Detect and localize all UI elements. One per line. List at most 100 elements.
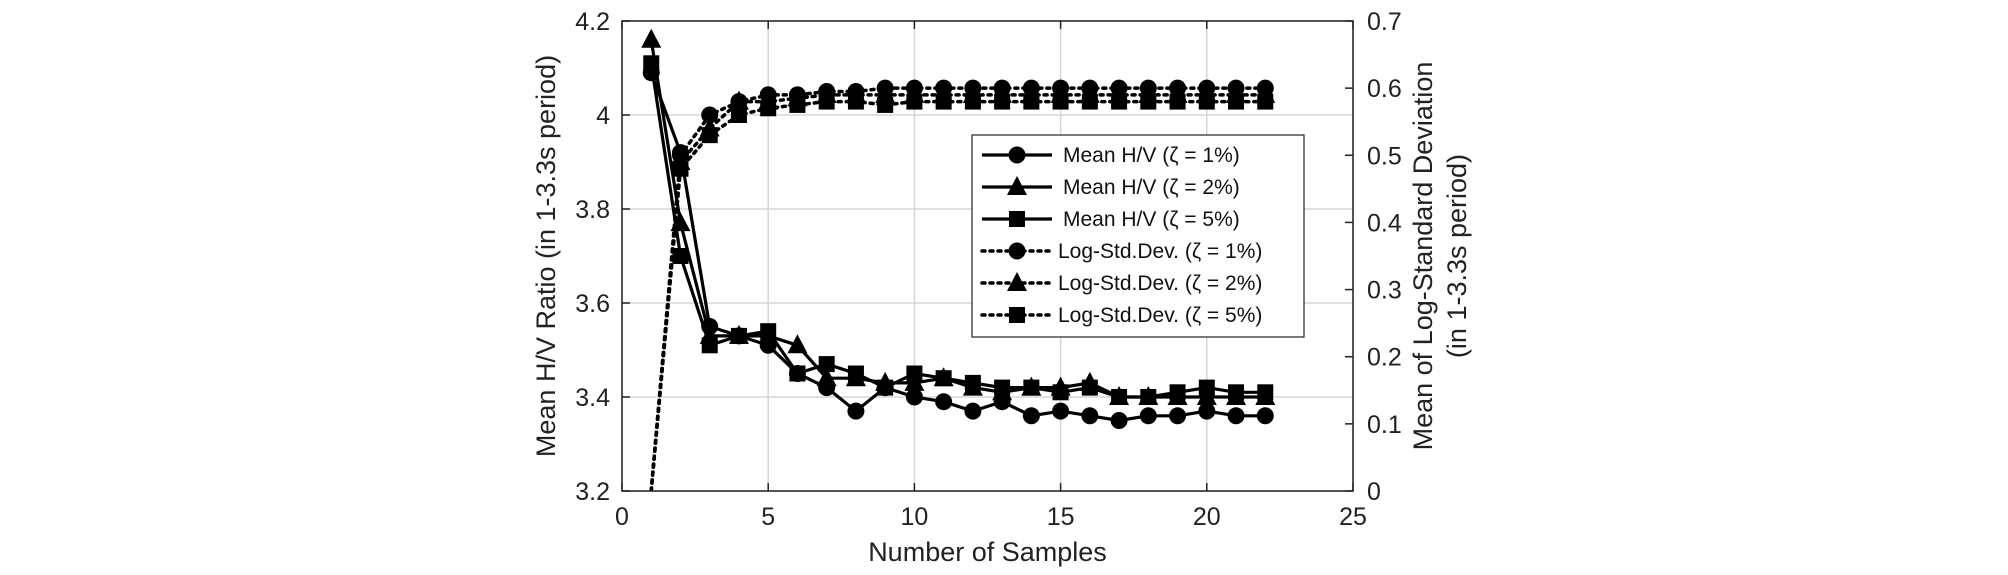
data-point bbox=[964, 402, 982, 420]
y-tick-label-left: 3.2 bbox=[575, 478, 610, 506]
y-tick-label-left: 4.2 bbox=[575, 8, 610, 36]
data-point bbox=[789, 96, 806, 113]
x-tick-label: 10 bbox=[900, 503, 928, 531]
series-6 bbox=[649, 93, 1274, 491]
data-point bbox=[935, 393, 953, 411]
data-point bbox=[1227, 407, 1245, 425]
data-point bbox=[1023, 379, 1040, 396]
y-tick-label-right: 0.5 bbox=[1367, 142, 1402, 170]
series-line bbox=[649, 86, 1268, 491]
data-point bbox=[671, 144, 689, 162]
legend-label: Mean H/V (ζ = 1%) bbox=[1063, 144, 1240, 167]
data-point bbox=[1257, 93, 1274, 110]
data-point bbox=[1081, 379, 1098, 396]
data-point bbox=[1256, 407, 1274, 425]
data-point bbox=[1198, 93, 1215, 110]
series-line bbox=[649, 39, 1266, 399]
data-point bbox=[1169, 384, 1186, 401]
data-point bbox=[906, 93, 923, 110]
data-point bbox=[701, 337, 718, 354]
data-point bbox=[847, 365, 864, 382]
data-point bbox=[728, 90, 749, 110]
legend-marker bbox=[1007, 272, 1027, 291]
x-tick-label: 20 bbox=[1193, 503, 1221, 531]
data-point bbox=[935, 93, 952, 110]
legend-label: Mean H/V (ζ = 2%) bbox=[1063, 176, 1240, 199]
y-tick-label-right: 0.6 bbox=[1367, 75, 1402, 103]
data-point bbox=[1111, 93, 1128, 110]
data-point bbox=[1110, 412, 1128, 429]
plot-frame bbox=[621, 20, 1354, 492]
y-axis-label-left: Mean H/V Ratio (in 1-3.3s period) bbox=[531, 55, 561, 457]
data-point bbox=[818, 93, 835, 110]
legend-box bbox=[971, 134, 1305, 338]
x-tick-label: 25 bbox=[1339, 503, 1367, 531]
legend-marker bbox=[1009, 211, 1025, 227]
data-point bbox=[641, 28, 662, 48]
data-point bbox=[672, 160, 689, 177]
data-point bbox=[994, 93, 1011, 110]
y-tick-label-right: 0.4 bbox=[1367, 209, 1402, 237]
data-point bbox=[1228, 384, 1245, 401]
data-point bbox=[1140, 389, 1157, 405]
series-line bbox=[649, 72, 1266, 423]
data-point bbox=[1169, 407, 1187, 425]
legend-label: Log-Std.Dev. (ζ = 2%) bbox=[1058, 272, 1262, 295]
data-point bbox=[701, 127, 718, 144]
data-point bbox=[1228, 93, 1245, 110]
data-point bbox=[816, 367, 837, 387]
data-point bbox=[1198, 402, 1216, 420]
data-point bbox=[905, 388, 923, 406]
data-point bbox=[701, 106, 719, 124]
data-point bbox=[1081, 93, 1098, 110]
data-point bbox=[994, 379, 1011, 396]
legend: Mean H/V (ζ = 1%) Mean H/V (ζ = 2%) Mean H… bbox=[971, 134, 1305, 338]
data-point bbox=[1111, 389, 1128, 405]
data-point bbox=[935, 370, 952, 387]
y-tick-label-left: 4 bbox=[596, 102, 610, 130]
x-tick-label: 5 bbox=[761, 503, 775, 531]
data-point bbox=[672, 248, 689, 264]
data-point bbox=[818, 356, 835, 373]
y-tick-label-right: 0.3 bbox=[1367, 277, 1402, 305]
data-point bbox=[877, 379, 894, 396]
legend-marker bbox=[1007, 176, 1027, 195]
series-1 bbox=[642, 64, 1274, 429]
x-tick-label: 0 bbox=[615, 503, 629, 531]
data-point bbox=[1023, 93, 1040, 110]
data-point bbox=[847, 402, 865, 420]
data-point bbox=[1052, 93, 1069, 110]
data-point bbox=[787, 334, 808, 354]
series-line bbox=[649, 99, 1268, 491]
data-point bbox=[847, 93, 864, 110]
series-layer bbox=[641, 28, 1276, 491]
data-point bbox=[1140, 93, 1157, 110]
x-tick-label: 15 bbox=[1047, 503, 1075, 531]
y-tick-label-right: 0 bbox=[1367, 478, 1381, 506]
x-axis-label: Number of Samples bbox=[868, 537, 1107, 567]
series-3 bbox=[643, 55, 1274, 405]
y-tick-label-right: 0.2 bbox=[1367, 344, 1402, 372]
data-point bbox=[730, 327, 747, 344]
y-tick-label-left: 3.8 bbox=[575, 196, 610, 224]
data-point bbox=[1139, 407, 1157, 425]
y-axis-label-right-line-1: Mean of Log-Standard Deviation bbox=[1408, 62, 1438, 451]
series-line bbox=[649, 93, 1268, 491]
ticks bbox=[621, 20, 1354, 492]
data-point bbox=[964, 374, 981, 391]
data-point bbox=[1022, 407, 1040, 425]
data-point bbox=[1052, 402, 1070, 420]
data-point bbox=[643, 55, 660, 72]
legend-marker bbox=[1009, 307, 1025, 323]
y-tick-label-right: 0.7 bbox=[1367, 8, 1402, 36]
y-axis-label-right-line-2: (in 1-3.3s period) bbox=[1442, 154, 1472, 358]
tick-labels: 0 5 10 15 20 25 3.2 3.4 3.6 3.8 4 4.2 0 0.1 0.2 0.3 0.4 0… bbox=[575, 8, 1402, 531]
legend-label: Mean H/V (ζ = 5%) bbox=[1063, 208, 1240, 231]
legend-label: Log-Std.Dev. (ζ = 1%) bbox=[1058, 240, 1262, 263]
series-line bbox=[649, 63, 1266, 399]
data-point bbox=[760, 323, 777, 340]
legend-marker bbox=[1008, 242, 1026, 260]
data-point bbox=[1081, 407, 1099, 425]
data-point bbox=[1257, 384, 1274, 401]
